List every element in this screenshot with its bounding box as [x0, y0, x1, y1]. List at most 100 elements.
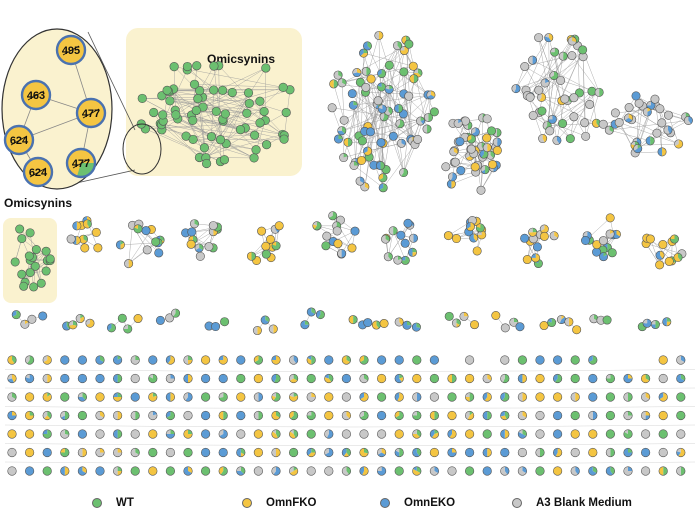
network-node [517, 355, 528, 365]
network-node [570, 447, 580, 458]
network-edge [541, 97, 597, 124]
network-node [165, 373, 175, 384]
network-node [664, 256, 674, 266]
network-edge [403, 44, 410, 114]
network-node [447, 172, 457, 182]
network-node [517, 392, 528, 402]
network-node [412, 447, 422, 458]
network-node [517, 447, 528, 458]
network-edge [205, 112, 287, 158]
network-node [112, 429, 123, 439]
network-edge [4, 369, 696, 372]
network-node [465, 447, 475, 458]
network-node [605, 410, 616, 421]
network-node [112, 355, 123, 365]
network-node [77, 410, 87, 421]
network-node [211, 106, 221, 117]
network-node [306, 355, 316, 365]
network-edge [205, 92, 249, 158]
network-node [7, 447, 17, 458]
network-node [324, 466, 334, 476]
network-node [429, 392, 440, 402]
network-node [341, 466, 352, 476]
network-node [186, 239, 196, 249]
network-node [373, 96, 383, 106]
network-node [396, 230, 406, 240]
network-node [581, 131, 591, 141]
network-node [447, 466, 457, 476]
network-node [535, 447, 545, 458]
network-node [450, 157, 460, 167]
network-node [45, 254, 55, 264]
network-node [645, 234, 655, 244]
network-node [279, 134, 289, 144]
network-node [624, 103, 634, 113]
network-node [253, 447, 263, 458]
network-node [220, 317, 230, 327]
network-node [189, 219, 199, 229]
network-node [429, 410, 440, 421]
network-node [429, 355, 440, 365]
network-edge [202, 97, 265, 112]
network-node [539, 231, 549, 241]
network-node [594, 87, 604, 97]
network-node [130, 410, 140, 421]
network-node [588, 355, 598, 365]
network-node [25, 228, 35, 238]
network-edge [552, 92, 600, 120]
network-node [332, 226, 342, 236]
network-node [447, 373, 457, 384]
network-node [482, 114, 492, 124]
network-node [631, 91, 641, 101]
network-node [165, 447, 175, 458]
network-node [658, 466, 668, 476]
network-node [60, 447, 70, 458]
network-node [394, 355, 404, 365]
network-node [466, 144, 476, 154]
network-node [361, 66, 371, 76]
network-node [429, 429, 440, 439]
network-edge [199, 65, 215, 91]
network-node [658, 410, 668, 421]
network-node [570, 392, 580, 402]
network-node [341, 429, 352, 439]
network-node [552, 355, 563, 365]
network-node [142, 245, 152, 255]
network-node [7, 373, 17, 384]
network-node [171, 308, 181, 318]
network-node [218, 447, 228, 458]
network-node [252, 326, 262, 336]
network-node [199, 143, 210, 153]
network-node [539, 321, 549, 331]
zoom-node-strike [62, 45, 80, 56]
network-node [255, 96, 265, 106]
network-edge [532, 59, 593, 92]
network-node [141, 226, 151, 236]
network-node [183, 447, 193, 458]
network-node [165, 410, 175, 421]
network-node [31, 245, 41, 255]
network-node [148, 392, 158, 402]
network-edge [541, 39, 575, 98]
network-node [535, 392, 545, 402]
legend-item-wt: WT [92, 494, 134, 512]
network-node [588, 429, 598, 439]
network-node [645, 136, 655, 146]
network-node [171, 110, 181, 120]
network-node [676, 410, 686, 421]
network-node [271, 392, 281, 402]
network-edge [331, 107, 355, 166]
network-edge [614, 124, 638, 143]
network-node [306, 447, 316, 458]
network-edge [577, 45, 580, 93]
network-node [29, 282, 39, 292]
network-node [91, 227, 101, 237]
network-node [540, 78, 550, 88]
network-node [112, 466, 123, 476]
network-node [42, 410, 52, 421]
network-edge [192, 89, 290, 121]
network-edge [161, 95, 261, 124]
network-node [371, 320, 381, 330]
network-node [15, 224, 25, 234]
network-node [289, 429, 299, 439]
